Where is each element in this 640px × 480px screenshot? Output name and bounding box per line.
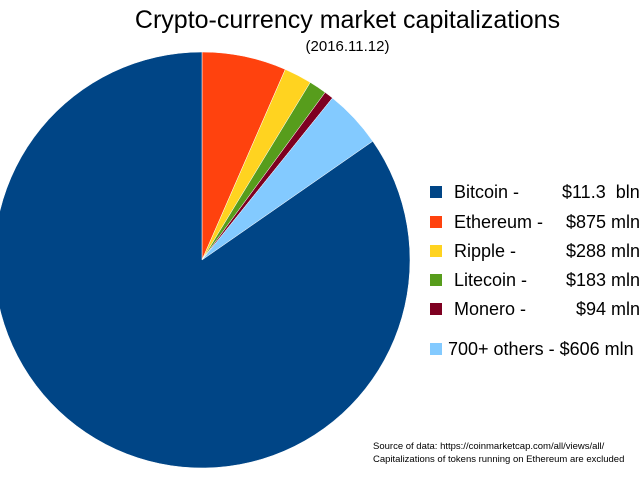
legend-value: $875 mln (566, 212, 640, 232)
legend-swatch (430, 274, 442, 286)
legend-label: Monero - (454, 299, 527, 319)
legend-value: $183 mln (566, 270, 640, 290)
legend-label-and-value: 700+ others - $606 mln (448, 339, 634, 359)
legend-label: Ripple - (454, 241, 517, 261)
legend-swatch (430, 216, 442, 228)
chart-title: Crypto-currency market capitalizations (134, 6, 561, 34)
exclusion-note: Capitalizations of tokens running on Eth… (373, 454, 625, 465)
legend-swatch (430, 343, 442, 355)
legend-value: $11.3 bln (562, 182, 640, 202)
legend-label: Bitcoin - (454, 182, 520, 202)
legend-label: Ethereum - (454, 212, 544, 232)
pie-slice-bitcoin (0, 51, 411, 469)
legend-swatch (430, 303, 442, 315)
source-note: Source of data: https://coinmarketcap.co… (373, 441, 605, 452)
legend-swatch (430, 186, 442, 198)
legend-value: $288 mln (566, 241, 640, 261)
legend-value: $94 mln (576, 299, 640, 319)
chart-subtitle: (2016.11.12) (305, 38, 390, 55)
legend-label: Litecoin - (454, 270, 528, 290)
legend-swatch (430, 245, 442, 257)
